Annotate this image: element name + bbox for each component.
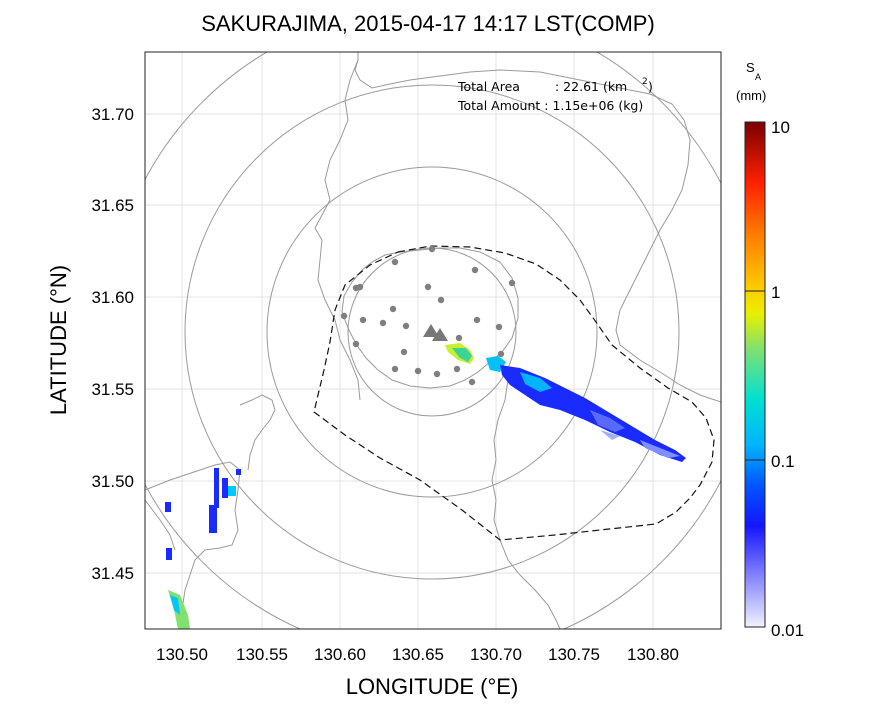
y-tick-labels: 31.70 31.65 31.60 31.55 31.50 31.45	[91, 105, 134, 583]
map-title: SAKURAJIMA, 2015-04-17 14:17 LST(COMP)	[201, 11, 655, 36]
x-tick: 130.70	[470, 645, 522, 664]
total-area-value: : 22.61 (km	[555, 79, 627, 94]
total-area-label: Total Area	[457, 79, 520, 94]
colorbar-symbol: S	[746, 60, 755, 75]
ash-plume	[445, 343, 686, 462]
total-area-unit-exponent: 2	[642, 77, 648, 87]
y-tick: 31.45	[91, 564, 134, 583]
colorbar-symbol-subscript: A	[755, 72, 761, 82]
x-tick: 130.80	[627, 645, 679, 664]
colorbar-tick: 10	[771, 118, 790, 137]
x-tick: 130.50	[156, 645, 208, 664]
x-axis-label: LONGITUDE (°E)	[346, 674, 519, 699]
y-tick: 31.55	[91, 380, 134, 399]
y-axis-label: LATITUDE (°N)	[46, 265, 71, 415]
colorbar-unit: (mm)	[736, 88, 766, 103]
x-tick: 130.65	[392, 645, 444, 664]
colorbar-ticks	[745, 290, 765, 461]
y-tick: 31.65	[91, 196, 134, 215]
colorbar-tick: 1	[771, 283, 780, 302]
vent-marker	[423, 324, 448, 341]
sw-deposits	[165, 468, 241, 629]
station-markers	[340, 245, 516, 386]
y-tick: 31.70	[91, 105, 134, 124]
x-tick: 130.60	[314, 645, 366, 664]
range-rings	[145, 52, 721, 629]
deposit-boundary	[313, 245, 715, 541]
total-area-close: )	[648, 79, 653, 94]
x-tick: 130.55	[236, 645, 288, 664]
y-tick: 31.50	[91, 472, 134, 491]
colorbar	[744, 121, 766, 628]
colorbar-tick: 0.01	[771, 621, 804, 640]
total-amount-label: Total Amount : 1.15e+06 (kg)	[457, 98, 643, 113]
x-tick: 130.75	[548, 645, 600, 664]
x-tick-labels: 130.50 130.55 130.60 130.65 130.70 130.7…	[156, 645, 679, 664]
plot-frame	[144, 51, 722, 630]
y-tick: 31.60	[91, 288, 134, 307]
colorbar-tick: 0.1	[771, 452, 795, 471]
